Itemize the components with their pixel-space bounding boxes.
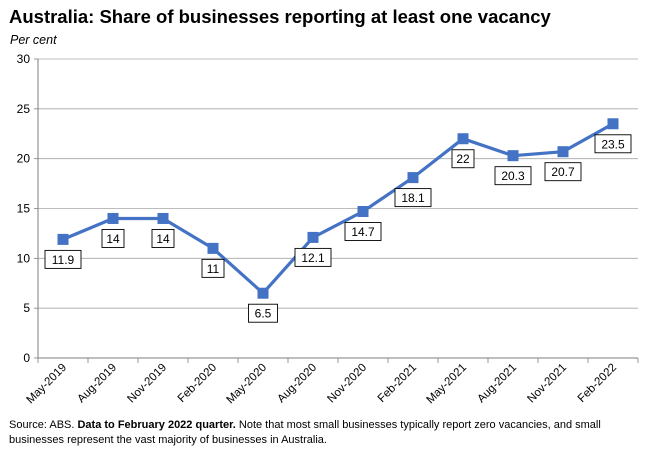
data-labels: 11.9 14 14 11 6.5 12.1 14.7 18.1 22 20.3 20.7 23.5 <box>44 134 632 323</box>
y-tick-label: 15 <box>17 202 31 216</box>
data-label-box <box>151 229 175 248</box>
data-label-box <box>294 247 332 267</box>
data-point <box>57 233 69 245</box>
data-label: 14.7 <box>344 222 382 241</box>
x-tick-label: Nov-2020 <box>325 362 369 406</box>
series <box>57 118 619 299</box>
data-label-box <box>248 303 278 323</box>
y-tick-label: 0 <box>23 351 30 365</box>
y-tick-label: 20 <box>17 152 31 166</box>
data-label-text: 20.7 <box>551 165 575 179</box>
data-point <box>257 287 269 299</box>
data-point <box>207 242 219 254</box>
data-label: 6.5 <box>248 303 278 323</box>
y-tick-label: 30 <box>17 52 31 66</box>
data-label: 14 <box>151 229 175 248</box>
data-label: 11 <box>201 258 225 278</box>
data-point <box>607 118 619 130</box>
data-point <box>557 146 569 158</box>
data-label: 12.1 <box>294 247 332 267</box>
data-label-text: 22 <box>456 152 470 166</box>
y-tick-label: 10 <box>17 251 31 265</box>
data-label-box <box>344 222 382 241</box>
x-tick-label: Nov-2019 <box>125 362 169 406</box>
data-label-box <box>44 249 82 269</box>
x-tick-label: Aug-2020 <box>275 362 319 406</box>
data-point <box>407 172 419 184</box>
data-label-text: 23.5 <box>601 137 625 151</box>
x-tick-label: Feb-2022 <box>576 362 619 405</box>
source-bold: Data to February 2022 quarter. <box>77 419 236 431</box>
y-axis-unit: Per cent <box>10 33 57 47</box>
y-tick-label: 25 <box>17 102 31 116</box>
x-tick-label: Nov-2021 <box>525 362 569 406</box>
y-tick-label: 5 <box>23 301 30 315</box>
data-label-text: 11.9 <box>52 253 75 267</box>
data-point <box>507 150 519 162</box>
source-note: Source: ABS. Data to February 2022 quart… <box>9 418 639 448</box>
source-rest: Note that most small businesses typicall… <box>9 419 601 446</box>
x-tick-label: Aug-2019 <box>75 362 119 406</box>
data-label: 18.1 <box>394 188 432 208</box>
data-label: 20.7 <box>544 162 582 182</box>
data-label-text: 14.7 <box>351 225 375 239</box>
data-label-box <box>451 149 475 169</box>
source-prefix: Source: ABS. <box>9 419 78 431</box>
y-tick-labels: 0 5 10 15 20 25 30 <box>17 52 31 365</box>
x-tick-label: May-2019 <box>24 362 69 407</box>
gridlines <box>38 58 638 309</box>
chart-title: Australia: Share of businesses reporting… <box>9 6 551 27</box>
data-point <box>457 133 469 145</box>
x-tick-label: May-2020 <box>224 362 269 407</box>
axes <box>34 58 639 363</box>
data-label-box <box>594 134 632 154</box>
data-label-text: 20.3 <box>501 169 525 183</box>
data-label-box <box>101 229 125 248</box>
x-tick-label: Feb-2020 <box>176 362 219 405</box>
x-tick-label: Feb-2021 <box>376 362 419 405</box>
data-label-box <box>544 162 582 182</box>
data-point <box>107 212 119 224</box>
data-label-box <box>394 188 432 208</box>
data-point <box>307 231 319 243</box>
data-label-text: 14 <box>156 232 170 246</box>
series-line <box>62 122 614 295</box>
data-label-text: 6.5 <box>255 307 272 321</box>
data-label-text: 11 <box>207 262 220 276</box>
data-label-box <box>201 258 225 278</box>
data-point <box>357 205 369 217</box>
data-label-text: 12.1 <box>301 251 325 265</box>
data-label-box <box>494 166 532 186</box>
data-label-text: 14 <box>106 232 120 246</box>
data-label: 14 <box>101 229 125 248</box>
x-tick-label: Aug-2021 <box>475 362 519 406</box>
data-label: 22 <box>451 149 475 169</box>
data-label: 11.9 <box>44 249 82 269</box>
data-label: 23.5 <box>594 134 632 154</box>
x-tick-labels: May-2019 Aug-2019 Nov-2019 Feb-2020 May-2020… <box>24 362 619 407</box>
data-point <box>157 212 169 224</box>
x-tick-label: May-2021 <box>424 362 469 407</box>
data-label-text: 18.1 <box>401 191 425 205</box>
data-label: 20.3 <box>494 166 532 186</box>
